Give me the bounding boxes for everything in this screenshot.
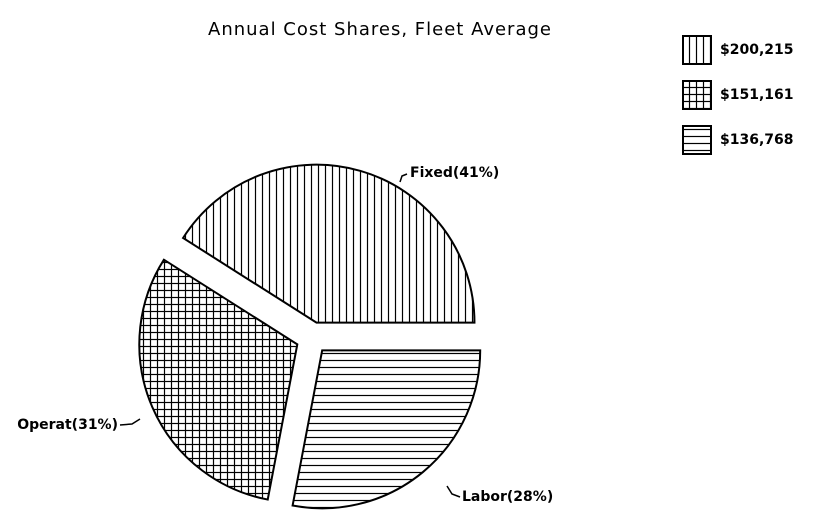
slice-label: Labor(28%): [462, 489, 553, 505]
slice-label: Operat(31%): [17, 417, 118, 433]
chart-title: Annual Cost Shares, Fleet Average: [208, 19, 552, 40]
legend-label: $136,768: [720, 132, 794, 148]
pie-slice: [138, 258, 299, 501]
legend-swatch: [682, 125, 712, 155]
legend-label: $200,215: [720, 42, 794, 58]
legend-swatch: [682, 35, 712, 65]
legend-label: $151,161: [720, 87, 794, 103]
leader-line: [446, 485, 461, 498]
legend-swatch: [682, 80, 712, 110]
pie-slice: [181, 163, 476, 324]
pie-slice: [291, 349, 482, 510]
leader-line: [119, 418, 141, 426]
leader-line: [399, 173, 408, 183]
slice-label: Fixed(41%): [410, 165, 499, 181]
